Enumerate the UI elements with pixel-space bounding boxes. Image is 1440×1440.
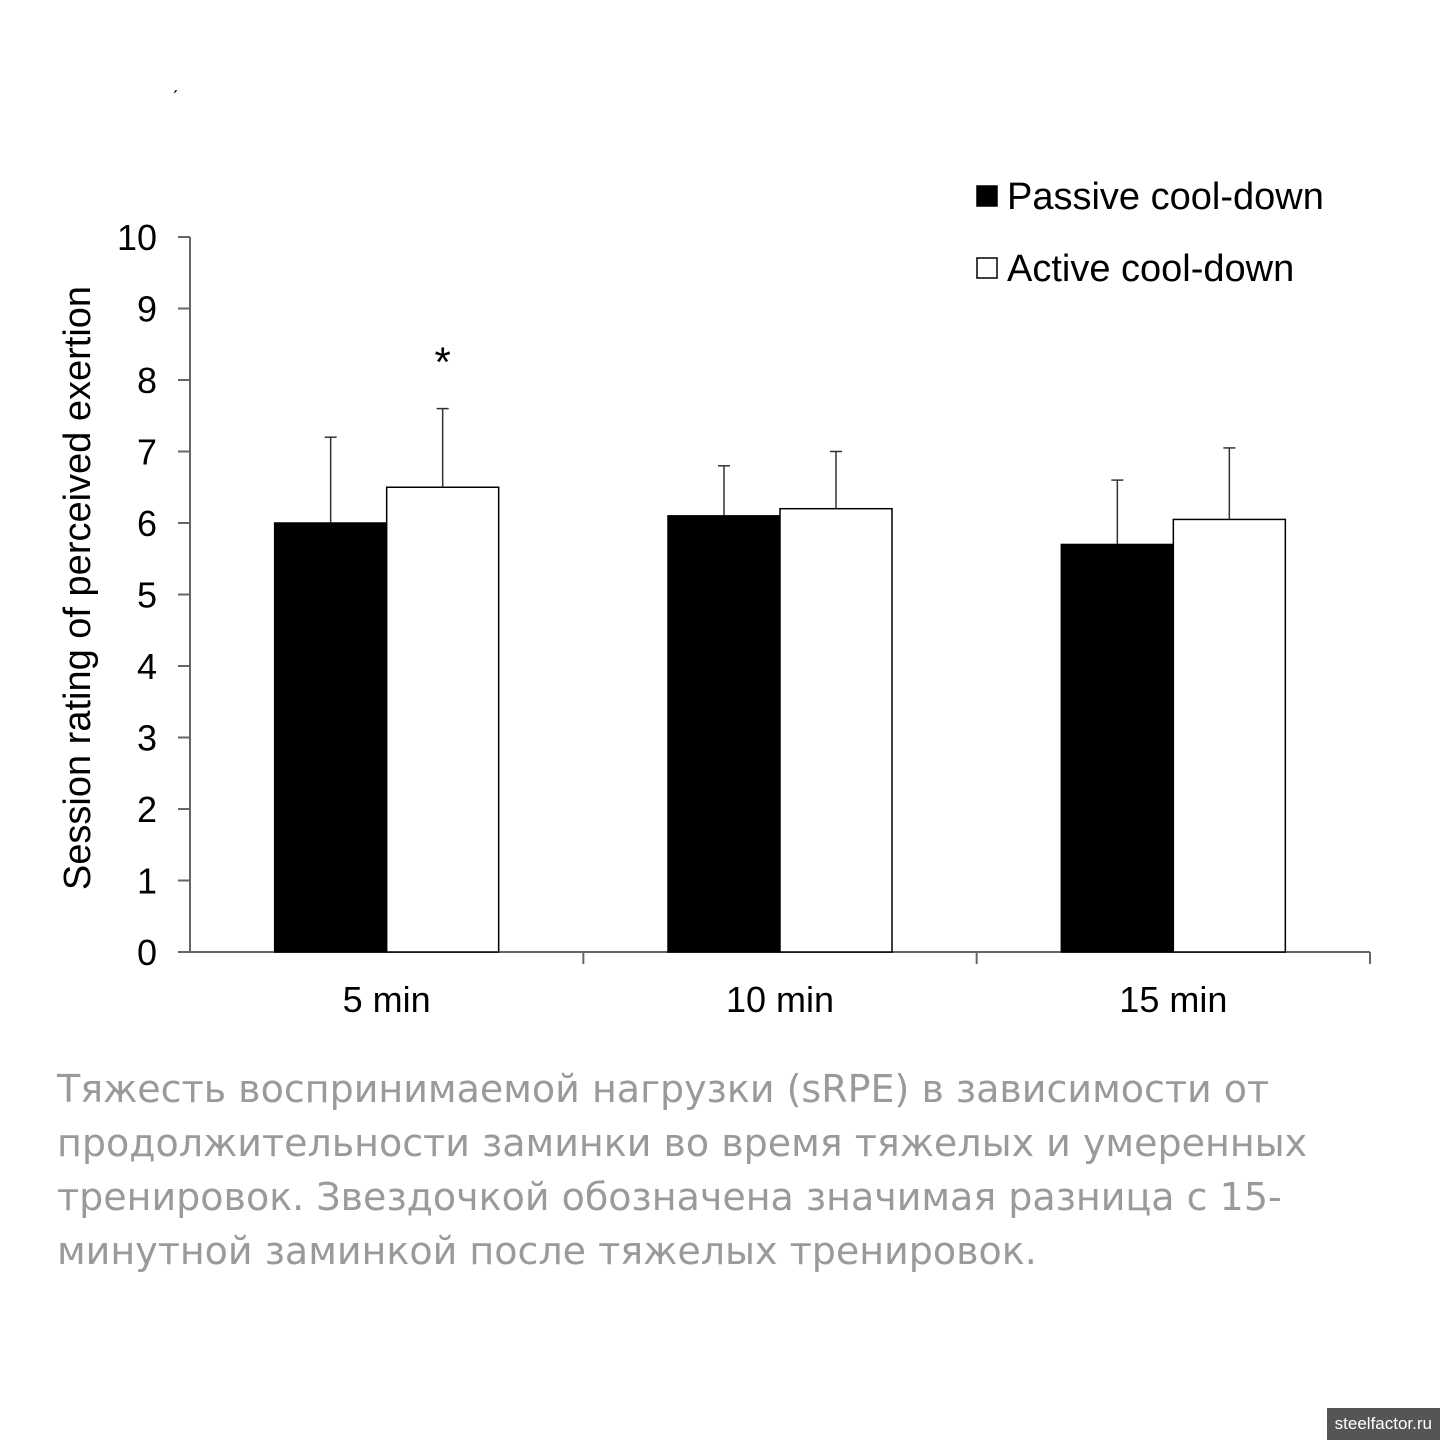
error-bars xyxy=(324,407,1236,545)
y-tick-label: 2 xyxy=(137,789,157,830)
labels: 0 1 2 3 4 5 6 7 8 9 10 Session rating of perceived … xyxy=(57,217,1227,1020)
legend-swatch-passive xyxy=(976,185,998,207)
watermark-badge[interactable]: steelfactor.ru xyxy=(1326,1408,1440,1440)
x-tick-label: 5 min xyxy=(343,979,431,1020)
x-tick-label: 10 min xyxy=(726,979,834,1020)
y-tick-label: 10 xyxy=(117,217,157,258)
bar-passive xyxy=(273,522,388,953)
y-tick-label: 1 xyxy=(137,861,157,902)
y-tick-label: 0 xyxy=(137,932,157,973)
legend: Passive cool-down Active cool-down xyxy=(976,176,1324,290)
x-tick-label: 15 min xyxy=(1119,979,1227,1020)
y-tick-label: 3 xyxy=(137,718,157,759)
bar-active xyxy=(1172,518,1287,953)
bar-active xyxy=(385,486,500,953)
caption-line: минутной заминкой после тяжелых трениров… xyxy=(57,1229,1037,1273)
stray-mark: ˊ xyxy=(172,88,179,110)
significance-asterisk: * xyxy=(434,339,450,386)
legend-label: Active cool-down xyxy=(1007,248,1294,290)
caption-line: продолжительности заминки во время тяжел… xyxy=(57,1121,1308,1165)
y-tick-label: 5 xyxy=(137,575,157,616)
bars xyxy=(273,486,1287,953)
y-axis-label: Session rating of perceived exertion xyxy=(57,286,99,890)
bar-active xyxy=(779,507,893,953)
caption-line: Тяжесть воспринимаемой нагрузки (sRPE) в… xyxy=(57,1067,1270,1111)
y-tick-label: 6 xyxy=(137,503,157,544)
legend-label: Passive cool-down xyxy=(1007,176,1324,218)
legend-swatch-active xyxy=(976,257,998,279)
figure-caption: Тяжесть воспринимаемой нагрузки (sRPE) в… xyxy=(57,1062,1387,1278)
y-tick-label: 7 xyxy=(137,432,157,473)
bar-passive xyxy=(667,515,781,953)
y-tick-label: 4 xyxy=(137,646,157,687)
bar-passive xyxy=(1060,543,1175,953)
bar-chart: 0 1 2 3 4 5 6 7 8 9 10 Session rating of perceived … xyxy=(57,176,1371,1020)
y-tick-label: 8 xyxy=(137,360,157,401)
caption-line: тренировок. Звездочкой обозначена значим… xyxy=(57,1175,1282,1219)
y-tick-label: 9 xyxy=(137,289,157,330)
